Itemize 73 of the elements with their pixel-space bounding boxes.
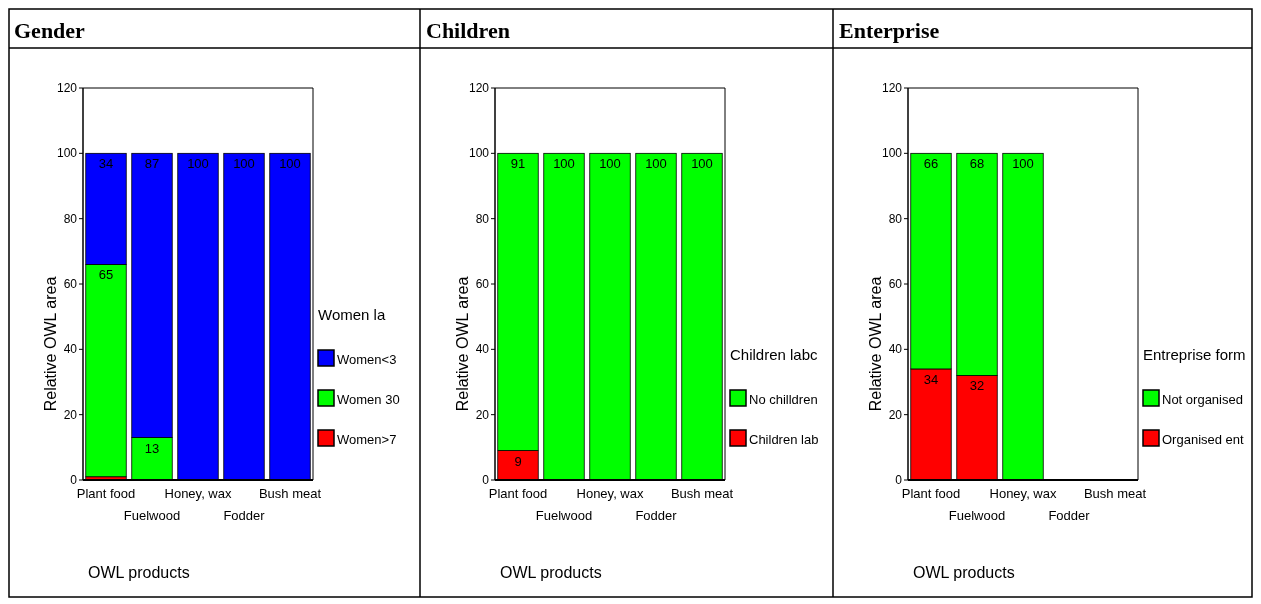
x-tick-label: Honey, wax xyxy=(164,486,232,501)
y-tick-label: 100 xyxy=(56,146,78,161)
x-tick-label: Bush meat xyxy=(258,486,322,501)
x-tick-label: Honey, wax xyxy=(576,486,644,501)
legend-label: Children lab xyxy=(749,432,819,447)
data-label: 91 xyxy=(510,156,526,172)
y-tick-label: 20 xyxy=(63,407,78,422)
x-tick-label: Plant food xyxy=(488,486,548,501)
data-label: 65 xyxy=(98,267,114,283)
data-label: 34 xyxy=(923,371,939,387)
data-label: 100 xyxy=(599,156,621,172)
x-axis-title: OWL products xyxy=(913,564,1015,581)
x-tick-label: Plant food xyxy=(901,486,961,501)
y-tick-label: 120 xyxy=(468,81,490,95)
data-label: 68 xyxy=(969,156,985,172)
x-axis-title: OWL products xyxy=(88,564,190,581)
y-axis-title: Relative OWL area xyxy=(42,276,59,412)
data-label: 13 xyxy=(144,440,160,456)
legend-label: Women 30 xyxy=(337,392,400,407)
data-label: 100 xyxy=(233,156,255,172)
y-tick-label: 40 xyxy=(888,342,903,357)
legend-label: Not organised xyxy=(1162,392,1243,407)
y-tick-label: 80 xyxy=(63,211,78,226)
data-label: 100 xyxy=(691,156,713,172)
y-axis-title: Relative OWL area xyxy=(454,276,471,412)
y-axis-title: Relative OWL area xyxy=(867,276,884,412)
y-tick-label: 20 xyxy=(475,407,490,422)
data-label: 100 xyxy=(1012,156,1034,172)
y-tick-label: 0 xyxy=(70,473,78,487)
y-tick-label: 120 xyxy=(56,81,78,95)
chart-title: Gender xyxy=(14,18,86,43)
data-label: 100 xyxy=(187,156,209,172)
y-tick-label: 120 xyxy=(881,81,903,95)
data-label: 87 xyxy=(144,156,160,172)
data-label: 66 xyxy=(923,156,939,172)
y-tick-label: 80 xyxy=(475,211,490,226)
x-tick-label: Honey, wax xyxy=(989,486,1057,501)
y-tick-label: 20 xyxy=(888,407,903,422)
y-tick-label: 40 xyxy=(475,342,490,357)
legend-title: Children labc xyxy=(730,346,819,363)
data-label: 32 xyxy=(969,378,985,394)
y-tick-label: 100 xyxy=(881,146,903,161)
data-label: 100 xyxy=(645,156,667,172)
chart-title: Enterprise xyxy=(839,18,940,43)
y-tick-label: 40 xyxy=(63,342,78,357)
x-tick-label: Fodder xyxy=(1048,508,1091,523)
legend-label: No chilldren xyxy=(749,392,818,407)
data-label: 100 xyxy=(553,156,575,172)
legend-label: Organised ent xyxy=(1162,432,1245,447)
data-label: 34 xyxy=(98,156,114,172)
x-tick-label: Bush meat xyxy=(670,486,734,501)
x-tick-label: Fuelwood xyxy=(123,508,181,523)
y-tick-label: 0 xyxy=(895,473,903,487)
y-tick-label: 100 xyxy=(468,146,490,161)
y-tick-label: 60 xyxy=(475,277,490,291)
x-tick-label: Fuelwood xyxy=(948,508,1006,523)
data-label: 100 xyxy=(279,156,301,172)
data-label: 9 xyxy=(514,453,522,469)
x-tick-label: Bush meat xyxy=(1083,486,1147,501)
x-tick-label: Plant food xyxy=(76,486,136,501)
x-tick-label: Fuelwood xyxy=(535,508,593,523)
x-tick-label: Fodder xyxy=(635,508,678,523)
y-tick-label: 60 xyxy=(888,277,903,291)
y-tick-label: 0 xyxy=(482,473,490,487)
y-tick-label: 60 xyxy=(63,277,78,291)
y-tick-label: 80 xyxy=(888,211,903,226)
legend-title: Women la xyxy=(318,306,386,323)
x-tick-label: Fodder xyxy=(223,508,266,523)
x-axis-title: OWL products xyxy=(500,564,602,581)
legend-label: Women>7 xyxy=(337,432,397,447)
legend-label: Women<3 xyxy=(337,352,397,367)
chart-title: Children xyxy=(426,18,510,43)
legend-title: Entreprise form xyxy=(1143,346,1246,363)
